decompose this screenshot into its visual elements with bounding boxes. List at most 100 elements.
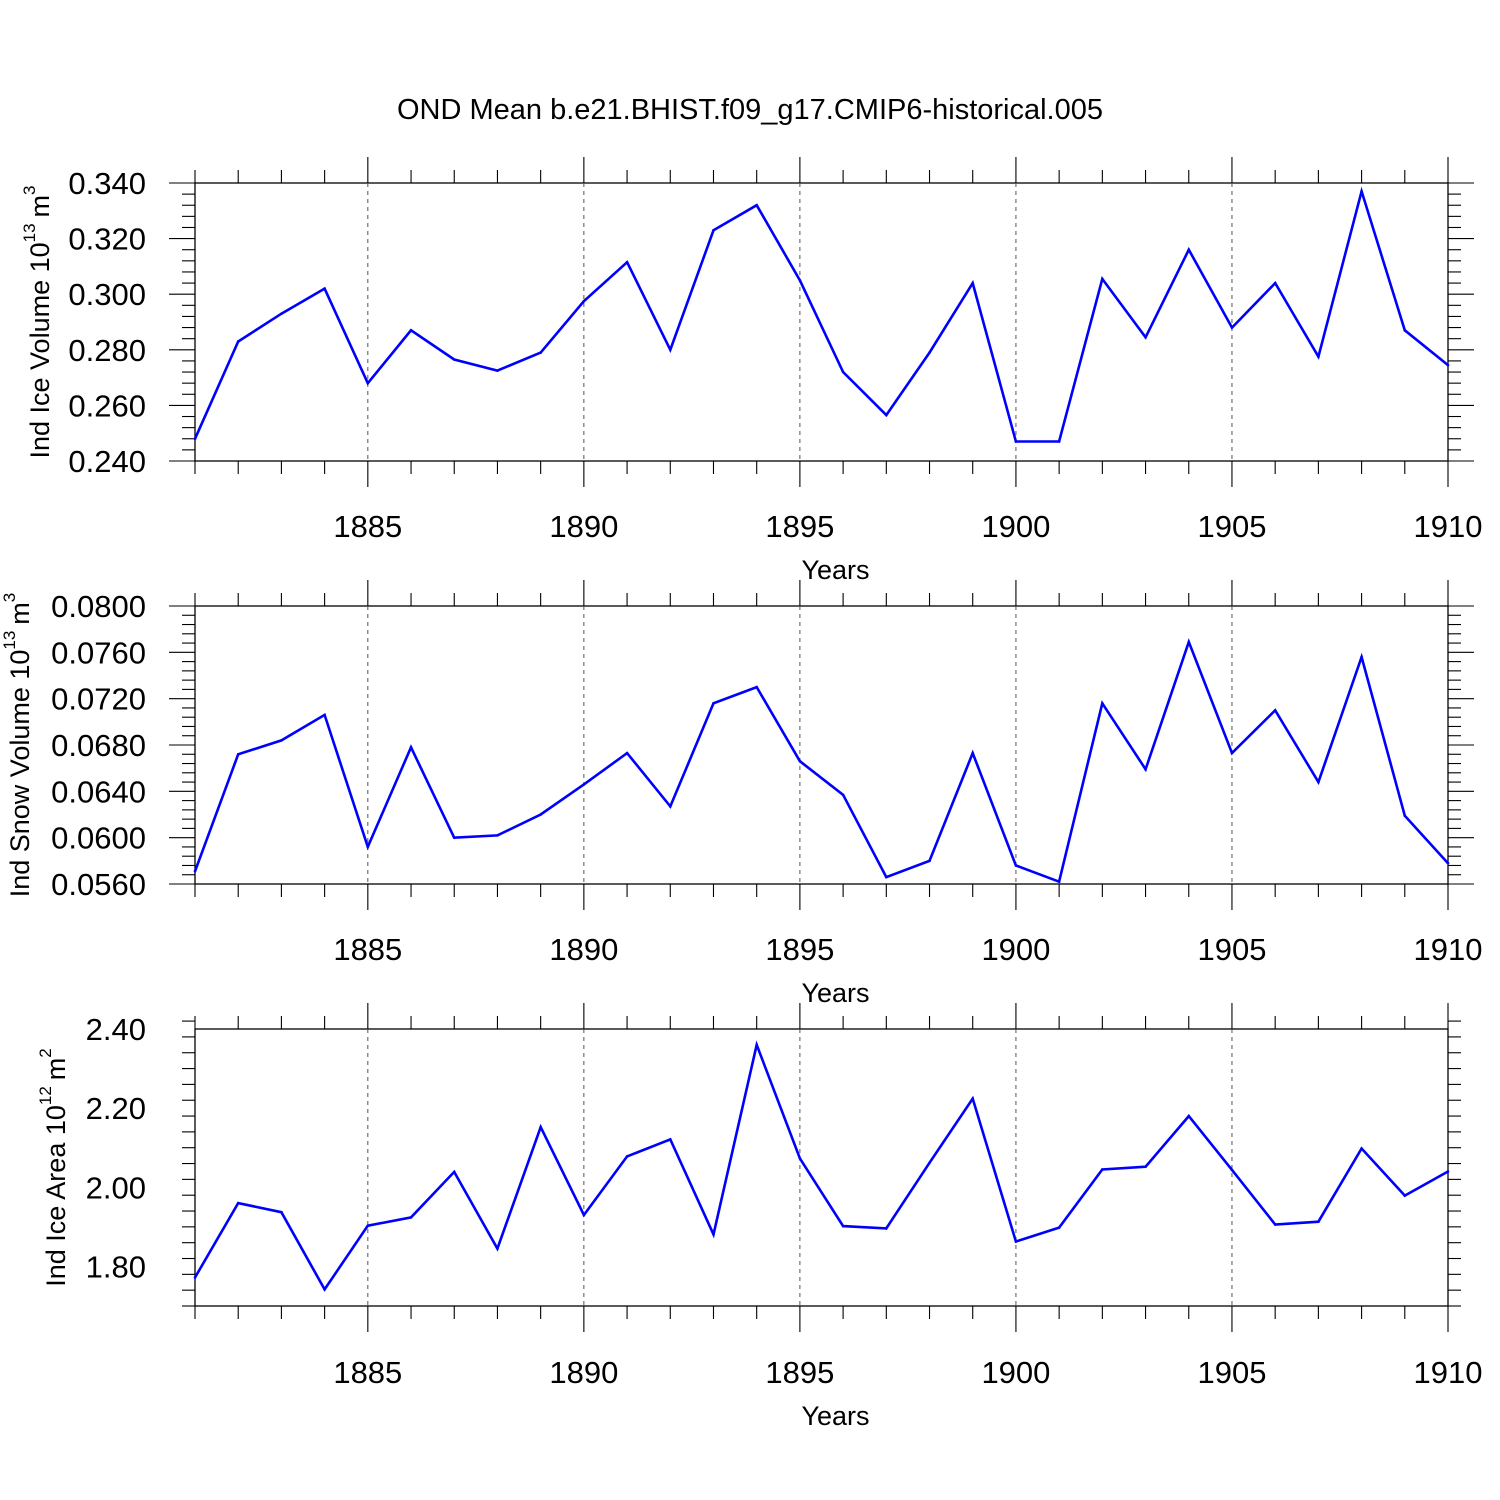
y-tick-label: 0.0680 <box>51 728 146 763</box>
data-point <box>1144 1165 1147 1169</box>
y-tick-label: 2.40 <box>86 1012 146 1047</box>
data-point <box>1360 1147 1363 1150</box>
data-point <box>236 340 240 343</box>
y-tick-label: 0.280 <box>68 333 146 368</box>
y-tick-label: 2.20 <box>86 1091 146 1126</box>
data-point <box>452 836 456 839</box>
x-tick-label: 1885 <box>333 932 402 967</box>
y-tick-label: 0.0560 <box>51 867 146 902</box>
data-point <box>625 751 629 755</box>
data-point <box>1014 864 1018 867</box>
y-tick-label: 1.80 <box>86 1249 146 1284</box>
series-line <box>193 638 1449 884</box>
data-point <box>1230 751 1234 755</box>
plot-frame <box>194 605 1449 885</box>
data-point <box>668 1138 672 1141</box>
x-axis-title: Years <box>801 978 869 1008</box>
data-point <box>1187 248 1191 252</box>
data-point <box>409 329 413 332</box>
x-tick-label: 1900 <box>981 932 1050 967</box>
data-point <box>841 370 845 374</box>
panel-snow-volume: 1885 1890 1895 1900 1905 1910 Years 0.0560 0.060… <box>0 580 1482 1008</box>
data-point <box>452 1170 456 1174</box>
y-axis-title-main: Ind Ice Area 10 <box>41 1105 71 1287</box>
y-axis-title-exponent: 13 <box>20 223 39 242</box>
data-point <box>971 1097 975 1100</box>
x-axis-title: Years <box>801 555 869 585</box>
data-point <box>1446 861 1450 865</box>
panel-ice-volume: 1885 1890 1895 1900 1905 1910 Years 0.240 0.260 0… <box>20 157 1482 585</box>
x-tick-label: 1900 <box>981 509 1050 544</box>
data-point <box>496 834 499 837</box>
data-point <box>323 287 326 290</box>
data-point <box>625 260 629 264</box>
x-tick-label: 1885 <box>333 509 402 544</box>
data-point <box>1230 1168 1234 1172</box>
data-point <box>625 1155 629 1158</box>
data-point <box>755 203 758 207</box>
data-point <box>755 685 758 689</box>
plot-frame <box>194 1028 1449 1307</box>
y-tick-label: 0.0600 <box>51 821 146 856</box>
y-tick-label: 0.0640 <box>51 774 146 809</box>
y-axis-title-unit: m <box>41 1058 71 1081</box>
data-point <box>1101 702 1104 705</box>
x-axis-title: Years <box>801 1401 869 1431</box>
data-point <box>1273 1223 1277 1226</box>
data-point <box>1360 190 1363 193</box>
panel-ice-area: 1885 1890 1895 1900 1905 1910 Years 1.80 2.00 2.2… <box>36 1003 1482 1431</box>
data-point <box>798 759 802 763</box>
data-point <box>409 746 413 749</box>
x-tick-label: 1910 <box>1414 1355 1483 1390</box>
y-axis-title-main: Ind Ice Volume 10 <box>25 242 55 458</box>
x-tick-label: 1895 <box>765 509 834 544</box>
x-tick-label: 1905 <box>1197 509 1266 544</box>
data-point <box>1014 440 1018 443</box>
data-point <box>755 1043 758 1047</box>
data-point <box>841 1224 845 1228</box>
y-axis-title: Ind Ice Volume 1013 m3 <box>20 185 55 458</box>
y-tick-label: 0.300 <box>68 277 146 312</box>
data-point <box>236 1201 240 1205</box>
data-point <box>928 351 931 354</box>
data-point <box>1273 281 1277 285</box>
x-tick-label: 1900 <box>981 1355 1050 1390</box>
y-axis-title-exponent: 13 <box>0 631 19 650</box>
y-tick-label: 0.0760 <box>51 635 146 670</box>
data-point <box>193 869 197 873</box>
x-tick-label: 1910 <box>1414 509 1483 544</box>
data-point <box>1360 655 1363 659</box>
y-tick-label: 0.260 <box>68 388 146 423</box>
data-point <box>496 369 499 372</box>
data-point <box>1403 814 1407 817</box>
y-axis-title: Ind Ice Area 1012 m2 <box>36 1048 71 1287</box>
y-axis-title-unit-exponent: 3 <box>20 185 39 194</box>
data-point <box>798 279 802 282</box>
y-tick-label: 0.340 <box>68 166 146 201</box>
data-point <box>1403 1194 1407 1197</box>
data-point <box>280 1210 283 1214</box>
data-point <box>1317 780 1320 784</box>
data-point <box>452 358 456 361</box>
data-point <box>193 1276 197 1279</box>
data-point <box>366 381 370 385</box>
y-tick-label: 0.0720 <box>51 682 146 717</box>
data-point <box>236 752 240 756</box>
data-point <box>1317 355 1320 359</box>
data-point <box>1144 335 1147 339</box>
data-point <box>280 739 283 742</box>
y-axis-title-unit-exponent: 3 <box>0 593 19 602</box>
data-point <box>539 813 542 816</box>
series-line <box>193 186 1449 443</box>
y-tick-label: 0.240 <box>68 444 146 479</box>
data-point <box>366 845 370 849</box>
data-point <box>1101 277 1104 281</box>
data-point <box>280 312 283 315</box>
plot-frame <box>194 182 1449 462</box>
x-tick-label: 1905 <box>1197 932 1266 967</box>
data-point <box>496 1247 499 1250</box>
data-point <box>582 299 586 303</box>
data-point <box>1403 329 1407 332</box>
data-point <box>539 351 542 354</box>
